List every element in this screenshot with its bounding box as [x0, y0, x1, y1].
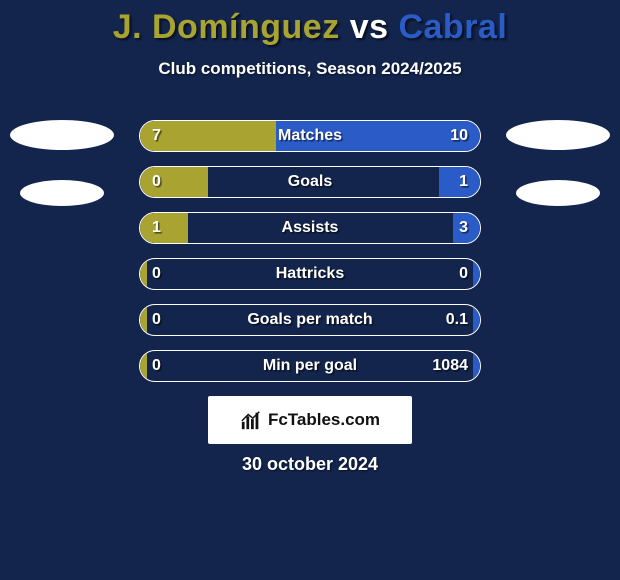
page-title: J. Domínguez vs Cabral [0, 0, 620, 47]
ellipse-icon [506, 120, 610, 150]
barchart-icon [240, 409, 262, 431]
team-logo-right [504, 120, 612, 204]
ellipse-icon [20, 180, 104, 206]
bar-fill-right [473, 259, 480, 289]
bar-fill-right [276, 121, 480, 151]
bar-fill-right [473, 351, 480, 381]
ellipse-icon [516, 180, 600, 206]
stat-value-left: 0 [152, 259, 161, 289]
attribution-text: FcTables.com [268, 410, 380, 430]
stat-value-left: 0 [152, 305, 161, 335]
ellipse-icon [10, 120, 114, 150]
bar-fill-right [473, 305, 480, 335]
player1-name: J. Domínguez [113, 8, 340, 46]
stat-value-left: 0 [152, 351, 161, 381]
vs-text: vs [350, 8, 389, 46]
team-logo-left [8, 120, 116, 204]
stat-value-right: 0 [459, 259, 468, 289]
bar-fill-right [453, 213, 480, 243]
stat-bar: 0 1084Min per goal [139, 350, 481, 382]
bar-fill-left [140, 167, 208, 197]
stat-label: Goals per match [140, 305, 480, 335]
bar-fill-left [140, 121, 276, 151]
bar-fill-left [140, 213, 188, 243]
comparison-bars: 710Matches01Goals13Assists00Hattricks00.… [139, 120, 481, 396]
stat-value-right: 0.1 [446, 305, 468, 335]
stat-bar: 0 0Hattricks [139, 258, 481, 290]
stat-label: Assists [140, 213, 480, 243]
bar-fill-right [439, 167, 480, 197]
stat-label: Min per goal [140, 351, 480, 381]
stat-bar: 13Assists [139, 212, 481, 244]
footer-date: 30 october 2024 [0, 454, 620, 475]
stat-value-right: 1084 [432, 351, 468, 381]
stat-bar: 01Goals [139, 166, 481, 198]
bar-fill-left [140, 259, 147, 289]
stat-bar: 710Matches [139, 120, 481, 152]
subtitle: Club competitions, Season 2024/2025 [0, 59, 620, 79]
player2-name: Cabral [398, 8, 507, 46]
attribution-badge: FcTables.com [208, 396, 412, 444]
bar-fill-left [140, 305, 147, 335]
stat-label: Hattricks [140, 259, 480, 289]
stat-bar: 0 0.1Goals per match [139, 304, 481, 336]
bar-fill-left [140, 351, 147, 381]
